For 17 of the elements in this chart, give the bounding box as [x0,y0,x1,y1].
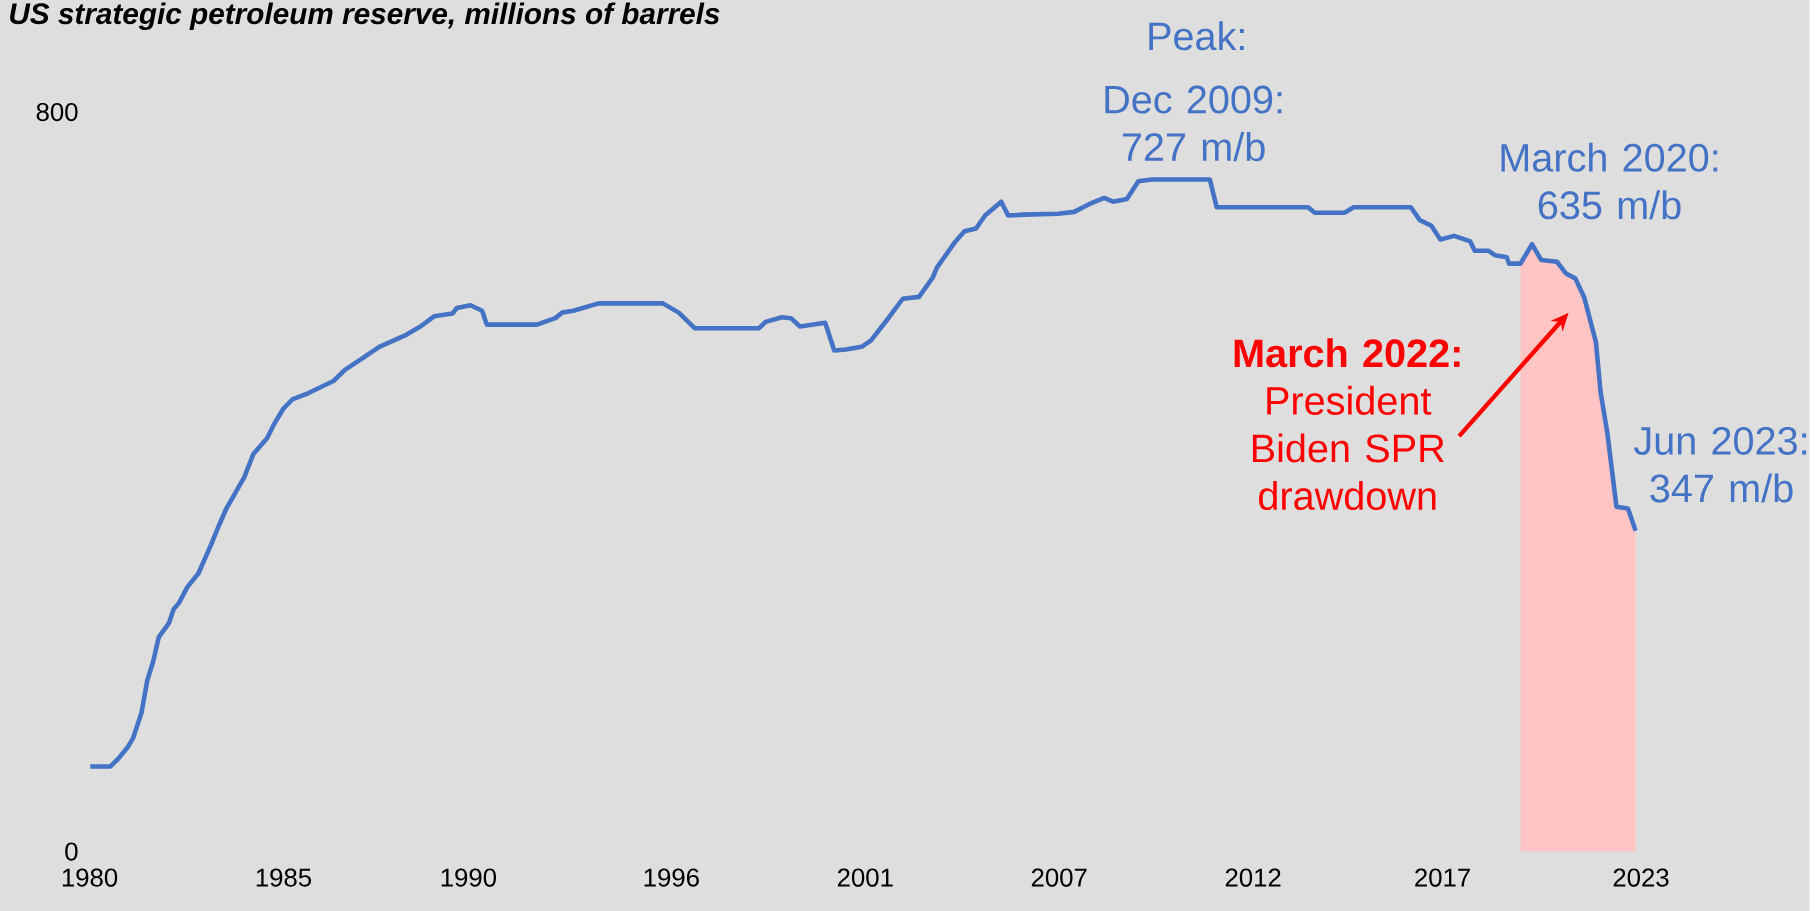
x-tick-label: 1980 [62,868,118,887]
x-tick-label: 2017 [1415,868,1470,887]
x-tick-label: 2007 [1031,868,1087,887]
annotation: March 2022: President Biden SPR drawdown [1234,338,1460,510]
x-tick-label: 2023 [1613,868,1669,887]
x-tick-label: 1996 [644,868,699,887]
x-tick-label: 1985 [256,868,312,887]
annotation: March 2020: 635 m/b [1501,142,1718,220]
y-tick-label: 0 [65,842,78,861]
chart-title: US strategic petroleum reserve, millions of barrels [10,2,720,30]
x-tick-label: 1990 [441,868,497,887]
text: Peak: [1149,21,1244,51]
x-tick-label: 2012 [1225,868,1281,887]
x-tick-label: 2001 [837,868,893,887]
y-tick-label: 800 [36,102,78,122]
annotation: Jun 2023: 347 m/b [1633,426,1807,503]
annotation: Dec 2009: 727 m/b [1105,85,1282,162]
